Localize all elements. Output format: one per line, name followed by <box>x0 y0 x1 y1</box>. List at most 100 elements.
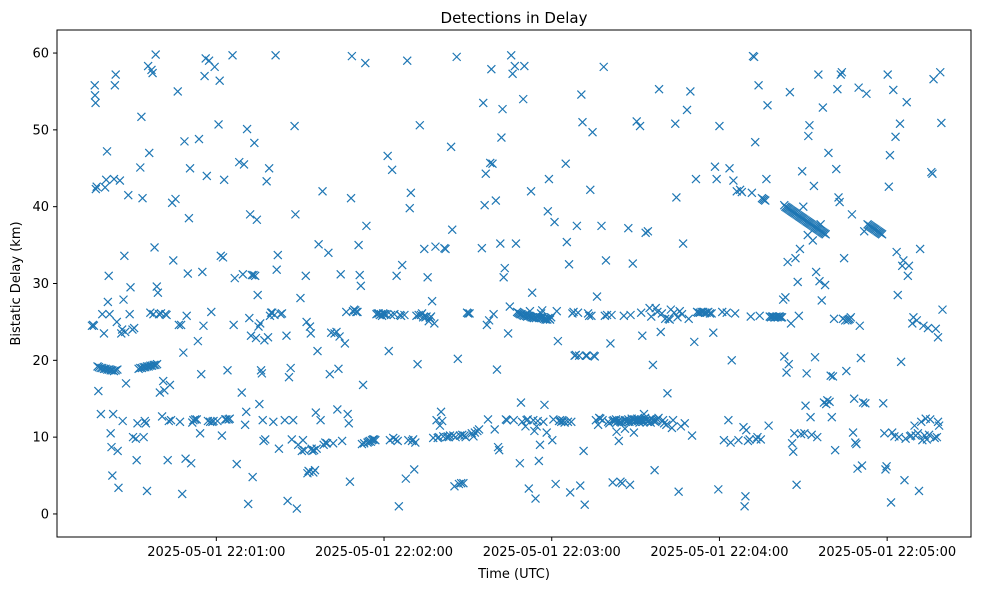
data-point <box>687 431 697 441</box>
data-point <box>820 280 830 290</box>
data-point <box>544 174 554 184</box>
data-point <box>635 121 645 131</box>
data-point <box>90 80 100 90</box>
data-point <box>405 203 415 213</box>
data-point <box>576 90 586 99</box>
data-point <box>413 359 422 369</box>
y-tick-label: 60 <box>32 47 49 62</box>
data-point <box>620 424 630 434</box>
data-point <box>109 174 119 184</box>
data-point <box>827 412 837 422</box>
data-point <box>607 310 616 320</box>
data-point <box>566 417 576 427</box>
data-point <box>282 331 291 341</box>
data-point <box>818 103 828 113</box>
data-point <box>290 121 300 131</box>
data-point <box>210 62 220 72</box>
data-point <box>531 494 540 504</box>
x-tick-label: 2025-05-01 22:01:00 <box>147 545 285 560</box>
data-point <box>152 359 162 369</box>
data-point <box>839 253 849 263</box>
data-point <box>361 221 371 231</box>
data-point <box>784 359 794 369</box>
data-point <box>828 372 838 381</box>
data-point <box>97 363 107 373</box>
data-point <box>776 312 786 322</box>
data-point <box>832 84 842 94</box>
data-point <box>106 428 116 438</box>
data-point <box>526 186 536 196</box>
data-point <box>785 87 795 97</box>
data-point <box>661 420 671 430</box>
data-point <box>801 401 810 411</box>
data-point <box>524 484 534 494</box>
data-point <box>535 440 545 450</box>
data-point <box>492 365 502 374</box>
data-point <box>230 273 240 283</box>
data-point <box>463 309 473 318</box>
data-point <box>545 315 555 325</box>
data-point <box>809 181 819 191</box>
data-point <box>188 415 198 425</box>
data-point <box>722 308 732 318</box>
y-tick-label: 40 <box>32 200 49 215</box>
data-point <box>689 337 699 347</box>
data-point <box>353 307 362 317</box>
data-point <box>671 193 681 202</box>
data-points <box>87 50 947 514</box>
data-point <box>936 118 946 128</box>
data-point <box>429 319 439 328</box>
data-point <box>657 309 667 318</box>
data-point <box>829 314 839 324</box>
data-point <box>637 331 647 341</box>
data-point <box>883 70 893 79</box>
data-point <box>670 119 680 129</box>
data-point <box>328 438 338 448</box>
data-point <box>848 428 858 437</box>
data-point <box>795 244 805 254</box>
data-point <box>636 308 646 318</box>
data-point <box>89 321 99 331</box>
data-point <box>427 296 437 306</box>
data-point <box>214 120 223 129</box>
data-point <box>436 407 446 417</box>
data-point <box>133 418 142 428</box>
x-tick-label: 2025-05-01 22:03:00 <box>483 545 621 560</box>
data-point <box>734 435 743 445</box>
x-axis: 2025-05-01 22:01:00 2025-05-01 22:02:00 20… <box>147 537 956 560</box>
data-point <box>221 415 231 424</box>
data-point <box>628 259 638 268</box>
data-point <box>588 127 597 137</box>
data-point <box>313 346 322 356</box>
data-point <box>180 136 189 146</box>
data-point <box>147 65 156 75</box>
data-point <box>617 478 627 488</box>
data-point <box>94 362 104 372</box>
data-point <box>346 193 356 203</box>
data-point <box>397 260 407 270</box>
data-point <box>298 435 308 445</box>
data-point <box>925 415 935 424</box>
data-point <box>486 64 496 74</box>
data-point <box>465 309 474 318</box>
data-point <box>345 477 355 487</box>
data-point <box>139 432 149 442</box>
data-point <box>477 243 487 253</box>
data-point <box>296 293 305 303</box>
data-point <box>563 417 573 427</box>
data-point <box>238 269 248 279</box>
data-point <box>881 464 890 474</box>
data-point <box>258 415 268 425</box>
data-point <box>931 324 941 334</box>
data-point <box>754 80 763 90</box>
data-point <box>126 282 135 292</box>
data-point <box>114 483 123 493</box>
data-point <box>423 272 433 282</box>
data-point <box>308 446 317 456</box>
data-point <box>654 84 664 94</box>
data-point <box>934 421 944 431</box>
data-point <box>217 431 227 441</box>
data-point <box>104 271 114 281</box>
data-point <box>536 309 546 318</box>
data-point <box>639 416 649 426</box>
